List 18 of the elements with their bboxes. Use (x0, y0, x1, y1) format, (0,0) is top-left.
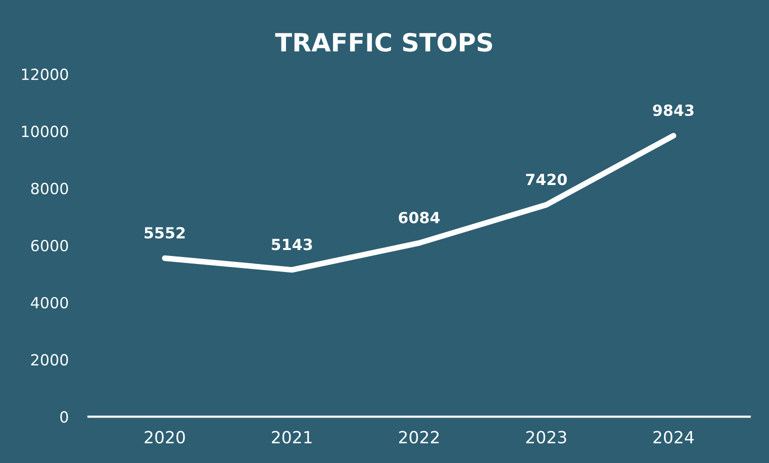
data-label: 9843 (652, 104, 694, 116)
x-tick-label: 2021 (272, 430, 312, 444)
y-tick-label: 2000 (31, 354, 68, 366)
y-tick-label: 10000 (22, 126, 68, 138)
data-label: 6084 (398, 212, 440, 224)
y-tick-label: 6000 (31, 240, 68, 252)
chart-title: TRAFFIC STOPS (275, 32, 492, 52)
y-tick-label: 8000 (31, 182, 68, 194)
x-tick-label: 2024 (653, 430, 694, 444)
data-label: 7420 (526, 174, 567, 186)
y-tick-label: 0 (60, 411, 68, 423)
x-tick-label: 2022 (399, 430, 439, 444)
data-label: 5143 (272, 238, 312, 250)
y-tick-label: 4000 (30, 296, 68, 309)
x-tick-label: 2020 (144, 430, 185, 444)
y-tick-label: 12000 (22, 68, 68, 80)
x-tick-label: 2023 (526, 430, 566, 444)
data-label: 5552 (144, 227, 185, 239)
